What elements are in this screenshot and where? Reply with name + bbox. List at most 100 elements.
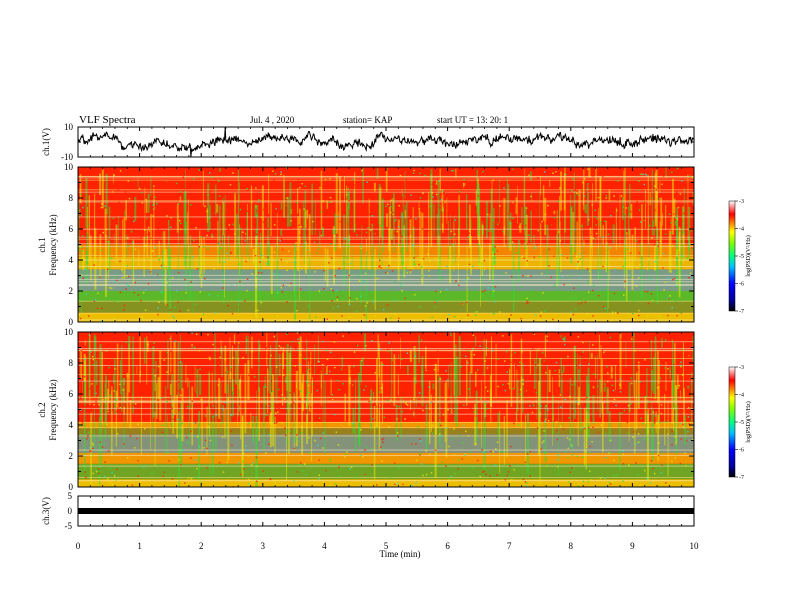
spectrogram-streak xyxy=(598,334,600,359)
spectrogram-speck xyxy=(192,256,194,258)
spectrogram-speck xyxy=(273,273,275,275)
spectrogram-speck xyxy=(529,475,531,478)
spectrogram-speck xyxy=(230,366,232,368)
spectrogram-streak xyxy=(684,415,687,445)
spectrogram-speck xyxy=(691,219,693,222)
spectrogram-speck xyxy=(133,231,136,233)
spectrogram-streak xyxy=(94,193,96,260)
spectrogram-streak xyxy=(106,388,109,410)
spectrogram-streak xyxy=(397,219,400,281)
spectrogram-streak xyxy=(341,357,344,368)
spectrogram-streak xyxy=(139,336,141,378)
spectrogram-speck xyxy=(500,450,502,453)
spectrogram-speck xyxy=(247,224,250,226)
spectrogram-speck xyxy=(544,213,547,216)
spectrogram-speck xyxy=(415,218,417,220)
spectrogram-streak xyxy=(668,230,671,273)
spectrogram-speck xyxy=(286,197,288,199)
spectrogram-streak xyxy=(119,360,122,395)
spectrogram-streak xyxy=(254,204,257,218)
spectrogram-speck xyxy=(401,358,403,360)
spectrogram-speck xyxy=(178,458,180,461)
spectrogram-speck xyxy=(583,403,585,406)
spectrogram-speck xyxy=(277,291,279,294)
x-tick-label: 5 xyxy=(384,541,389,551)
ch3-ytick-mid: 0 xyxy=(68,506,73,516)
spectrogram-speck xyxy=(366,181,368,183)
spectrogram-speck xyxy=(134,281,137,284)
spectrogram-speck xyxy=(486,347,488,349)
spectrogram-speck xyxy=(100,283,103,286)
spectrogram-speck xyxy=(319,186,321,189)
spectrogram-streak xyxy=(276,237,279,299)
spectrogram-speck xyxy=(425,369,428,372)
spectrogram-streak xyxy=(412,242,414,250)
spectrogram-speck xyxy=(89,446,91,449)
spectrogram-streak xyxy=(311,183,314,236)
spectrogram-speck xyxy=(336,298,339,301)
spectrogram-speck xyxy=(190,286,192,288)
spectrogram-speck xyxy=(299,288,302,290)
spectrogram-streak xyxy=(495,343,497,397)
spectrogram-speck xyxy=(318,417,321,419)
spectrogram-speck xyxy=(497,385,499,388)
spectrogram-speck xyxy=(612,459,615,462)
spectrogram-speck xyxy=(343,344,346,347)
spectrogram-streak xyxy=(302,200,304,258)
spectrogram-speck xyxy=(387,350,389,353)
spectrogram-streak xyxy=(267,367,269,414)
spectrogram-speck xyxy=(587,218,590,221)
spectrogram-speck xyxy=(371,290,374,293)
spectrogram-speck xyxy=(664,194,667,197)
spectrogram-streak xyxy=(237,169,240,245)
spectrogram-streak xyxy=(448,364,450,389)
spectrogram-speck xyxy=(419,440,422,442)
spectrogram-streak xyxy=(78,202,80,252)
spectrogram-speck xyxy=(547,204,549,207)
spectrogram-streak xyxy=(125,200,128,221)
spectrogram-speck xyxy=(400,335,402,338)
spectrogram-speck xyxy=(410,215,412,218)
spectrogram-speck xyxy=(678,384,681,387)
spectrogram-speck xyxy=(689,428,692,430)
spectrogram-speck xyxy=(409,269,412,271)
spectrogram-speck xyxy=(123,385,125,388)
spectrogram-streak xyxy=(480,244,481,307)
spectrogram-streak xyxy=(539,190,541,236)
spectrogram-speck xyxy=(185,320,187,322)
spectrogram-speck xyxy=(211,236,214,238)
spectrogram-speck xyxy=(545,352,548,354)
spectrogram-speck xyxy=(204,205,206,208)
spectrogram-streak xyxy=(368,198,370,270)
spectrogram-speck xyxy=(526,297,528,300)
spectrogram-speck xyxy=(421,463,423,465)
spectrogram-speck xyxy=(200,481,203,484)
spectrogram-speck xyxy=(460,365,462,368)
spectrogram-line xyxy=(78,255,694,256)
colorbar-tick-label: -7 xyxy=(739,309,744,315)
spectrogram-speck xyxy=(457,459,460,461)
spectrogram-streak xyxy=(227,397,230,461)
spectrogram-streak xyxy=(326,200,329,209)
spectrogram-speck xyxy=(88,334,91,337)
spectrogram-speck xyxy=(433,368,436,371)
spectrogram-speck xyxy=(492,290,495,292)
spectrogram-speck xyxy=(344,173,346,176)
spectrogram-speck xyxy=(626,168,628,170)
spectrogram-streak xyxy=(339,176,341,249)
spectrogram-speck xyxy=(410,443,413,446)
spectrogram-streak xyxy=(227,235,230,260)
spectrogram-speck xyxy=(359,418,362,420)
spectrogram-streak xyxy=(580,407,582,434)
spectrogram-speck xyxy=(673,336,675,339)
spectrogram-speck xyxy=(304,185,307,188)
spectrogram-streak xyxy=(185,364,187,383)
spectrogram-streak xyxy=(220,381,222,433)
spectrogram-speck xyxy=(113,300,116,302)
spectrogram-speck xyxy=(106,268,109,270)
spectrogram-speck xyxy=(276,485,279,487)
spectrogram-speck xyxy=(464,355,467,358)
spectrogram-speck xyxy=(238,263,241,265)
spectrogram-speck xyxy=(338,475,341,477)
